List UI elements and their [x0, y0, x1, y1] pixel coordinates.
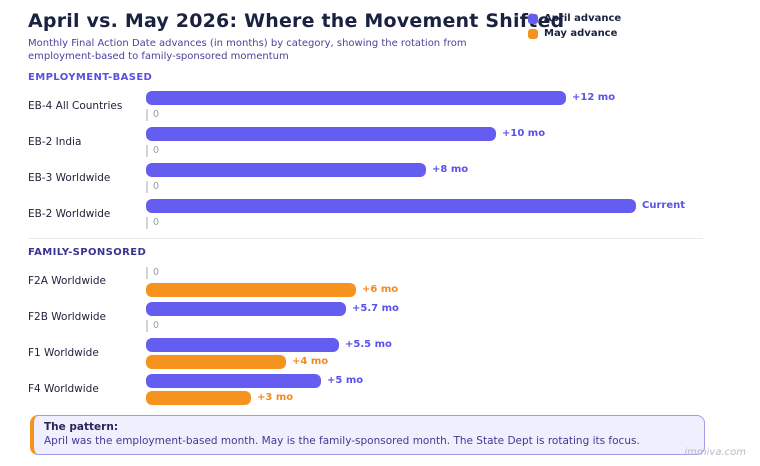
april-advance-bar	[146, 337, 339, 352]
may-line: 0	[146, 108, 615, 122]
zero-tick	[146, 319, 148, 332]
april-line: 0	[146, 266, 398, 280]
bar-group: +5.5 mo +4 mo	[146, 337, 392, 369]
april-value-label: +10 mo	[502, 128, 546, 140]
category-label: F1 Worldwide	[28, 347, 99, 360]
legend-label: April advance	[544, 13, 622, 24]
chart-row: F4 Worldwide +5 mo +3 mo	[28, 371, 760, 407]
chart-row: EB-2 Worldwide Current 0	[28, 196, 760, 232]
april-value-label: +8 mo	[432, 164, 469, 176]
may-advance-bar	[146, 390, 251, 405]
zero-tick	[146, 216, 148, 229]
zero-tick	[146, 144, 148, 157]
bar-group: +5 mo +3 mo	[146, 373, 364, 405]
april-advance-bar	[146, 90, 566, 105]
april-line: +10 mo	[146, 126, 546, 141]
may-advance-bar	[146, 354, 286, 369]
callout-body: April was the employment-based month. Ma…	[44, 435, 640, 448]
april-line: +8 mo	[146, 162, 469, 177]
may-advance-bar	[146, 282, 356, 297]
may-value-label: +6 mo	[362, 284, 399, 296]
chart-row: F1 Worldwide +5.5 mo +4 mo	[28, 335, 760, 371]
bar-group: +5.7 mo 0	[146, 301, 399, 333]
subtitle-line-1: Monthly Final Action Date advances (in m…	[28, 38, 467, 49]
april-line: +5.5 mo	[146, 337, 392, 352]
april-advance-bar	[146, 162, 426, 177]
april-value-label: Current	[642, 200, 686, 212]
chart-header: April vs. May 2026: Where the Movement S…	[0, 0, 760, 63]
may-value-label: +3 mo	[257, 392, 294, 404]
legend-item: May advance	[528, 28, 621, 39]
april-advance-bar	[146, 301, 346, 316]
section-label: EMPLOYMENT-BASED	[28, 72, 153, 84]
april-value-label: +12 mo	[572, 92, 616, 104]
zero-tick	[146, 266, 148, 279]
bar-group: 0 +6 mo	[146, 266, 398, 297]
may-line: 0	[146, 319, 399, 333]
bar-group: +10 mo 0	[146, 126, 546, 158]
april-value-label: +5 mo	[327, 375, 364, 387]
category-label: F4 Worldwide	[28, 383, 99, 396]
chart-row: EB-2 India +10 mo 0	[28, 124, 760, 160]
category-label: EB-4 All Countries	[28, 100, 123, 113]
april-advance-bar	[146, 373, 321, 388]
may-line: +4 mo	[146, 354, 392, 369]
april-value-label: +5.5 mo	[345, 339, 392, 351]
section-divider	[28, 238, 703, 240]
zero-value-label: 0	[153, 109, 160, 121]
april-line: Current	[146, 198, 686, 213]
chart-row: EB-3 Worldwide +8 mo 0	[28, 160, 760, 196]
april-line: +12 mo	[146, 90, 616, 105]
april-advance-bar	[146, 126, 496, 141]
legend-swatch	[528, 13, 538, 24]
section-label: FAMILY-SPONSORED	[28, 247, 147, 259]
grouped-bar-chart: EMPLOYMENT-BASED EB-4 All Countries +12 mo…	[0, 63, 760, 407]
pattern-callout: The pattern: April was the employment-ba…	[30, 415, 705, 456]
zero-tick	[146, 180, 148, 193]
may-line: 0	[146, 144, 545, 158]
legend-label: May advance	[544, 28, 618, 39]
april-line: +5 mo	[146, 373, 364, 388]
april-advance-bar	[146, 198, 636, 213]
page-title: April vs. May 2026: Where the Movement S…	[28, 10, 565, 32]
chart-row: F2A Worldwide 0 +6 mo	[28, 263, 760, 299]
chart-row: F2B Worldwide +5.7 mo 0	[28, 299, 760, 335]
zero-value-label: 0	[153, 181, 160, 193]
zero-value-label: 0	[153, 267, 160, 279]
legend: April advance May advance	[528, 13, 621, 39]
bar-group: +12 mo 0	[146, 90, 616, 122]
may-value-label: +4 mo	[292, 356, 329, 368]
bar-group: Current 0	[146, 198, 686, 230]
bar-group: +8 mo 0	[146, 162, 469, 194]
may-line: +3 mo	[146, 390, 363, 405]
legend-item: April advance	[528, 13, 621, 24]
zero-value-label: 0	[153, 217, 160, 229]
may-line: 0	[146, 216, 685, 230]
watermark: immiva.com	[684, 447, 746, 458]
chart-row: EB-4 All Countries +12 mo 0	[28, 88, 760, 124]
may-line: 0	[146, 180, 468, 194]
subtitle-line-2: employment-based to family-sponsored mom…	[28, 51, 289, 63]
chart-subtitle: Monthly Final Action Date advances (in m…	[28, 37, 732, 63]
april-value-label: +5.7 mo	[352, 303, 399, 315]
category-label: F2B Worldwide	[28, 311, 106, 324]
april-line: +5.7 mo	[146, 301, 399, 316]
legend-swatch	[528, 28, 538, 39]
zero-tick	[146, 108, 148, 121]
may-line: +6 mo	[146, 282, 399, 297]
category-label: EB-3 Worldwide	[28, 172, 111, 185]
category-label: F2A Worldwide	[28, 275, 106, 288]
callout-title: The pattern:	[44, 421, 119, 434]
zero-value-label: 0	[153, 320, 160, 332]
category-label: EB-2 Worldwide	[28, 208, 111, 221]
category-label: EB-2 India	[28, 136, 82, 149]
zero-value-label: 0	[153, 145, 160, 157]
